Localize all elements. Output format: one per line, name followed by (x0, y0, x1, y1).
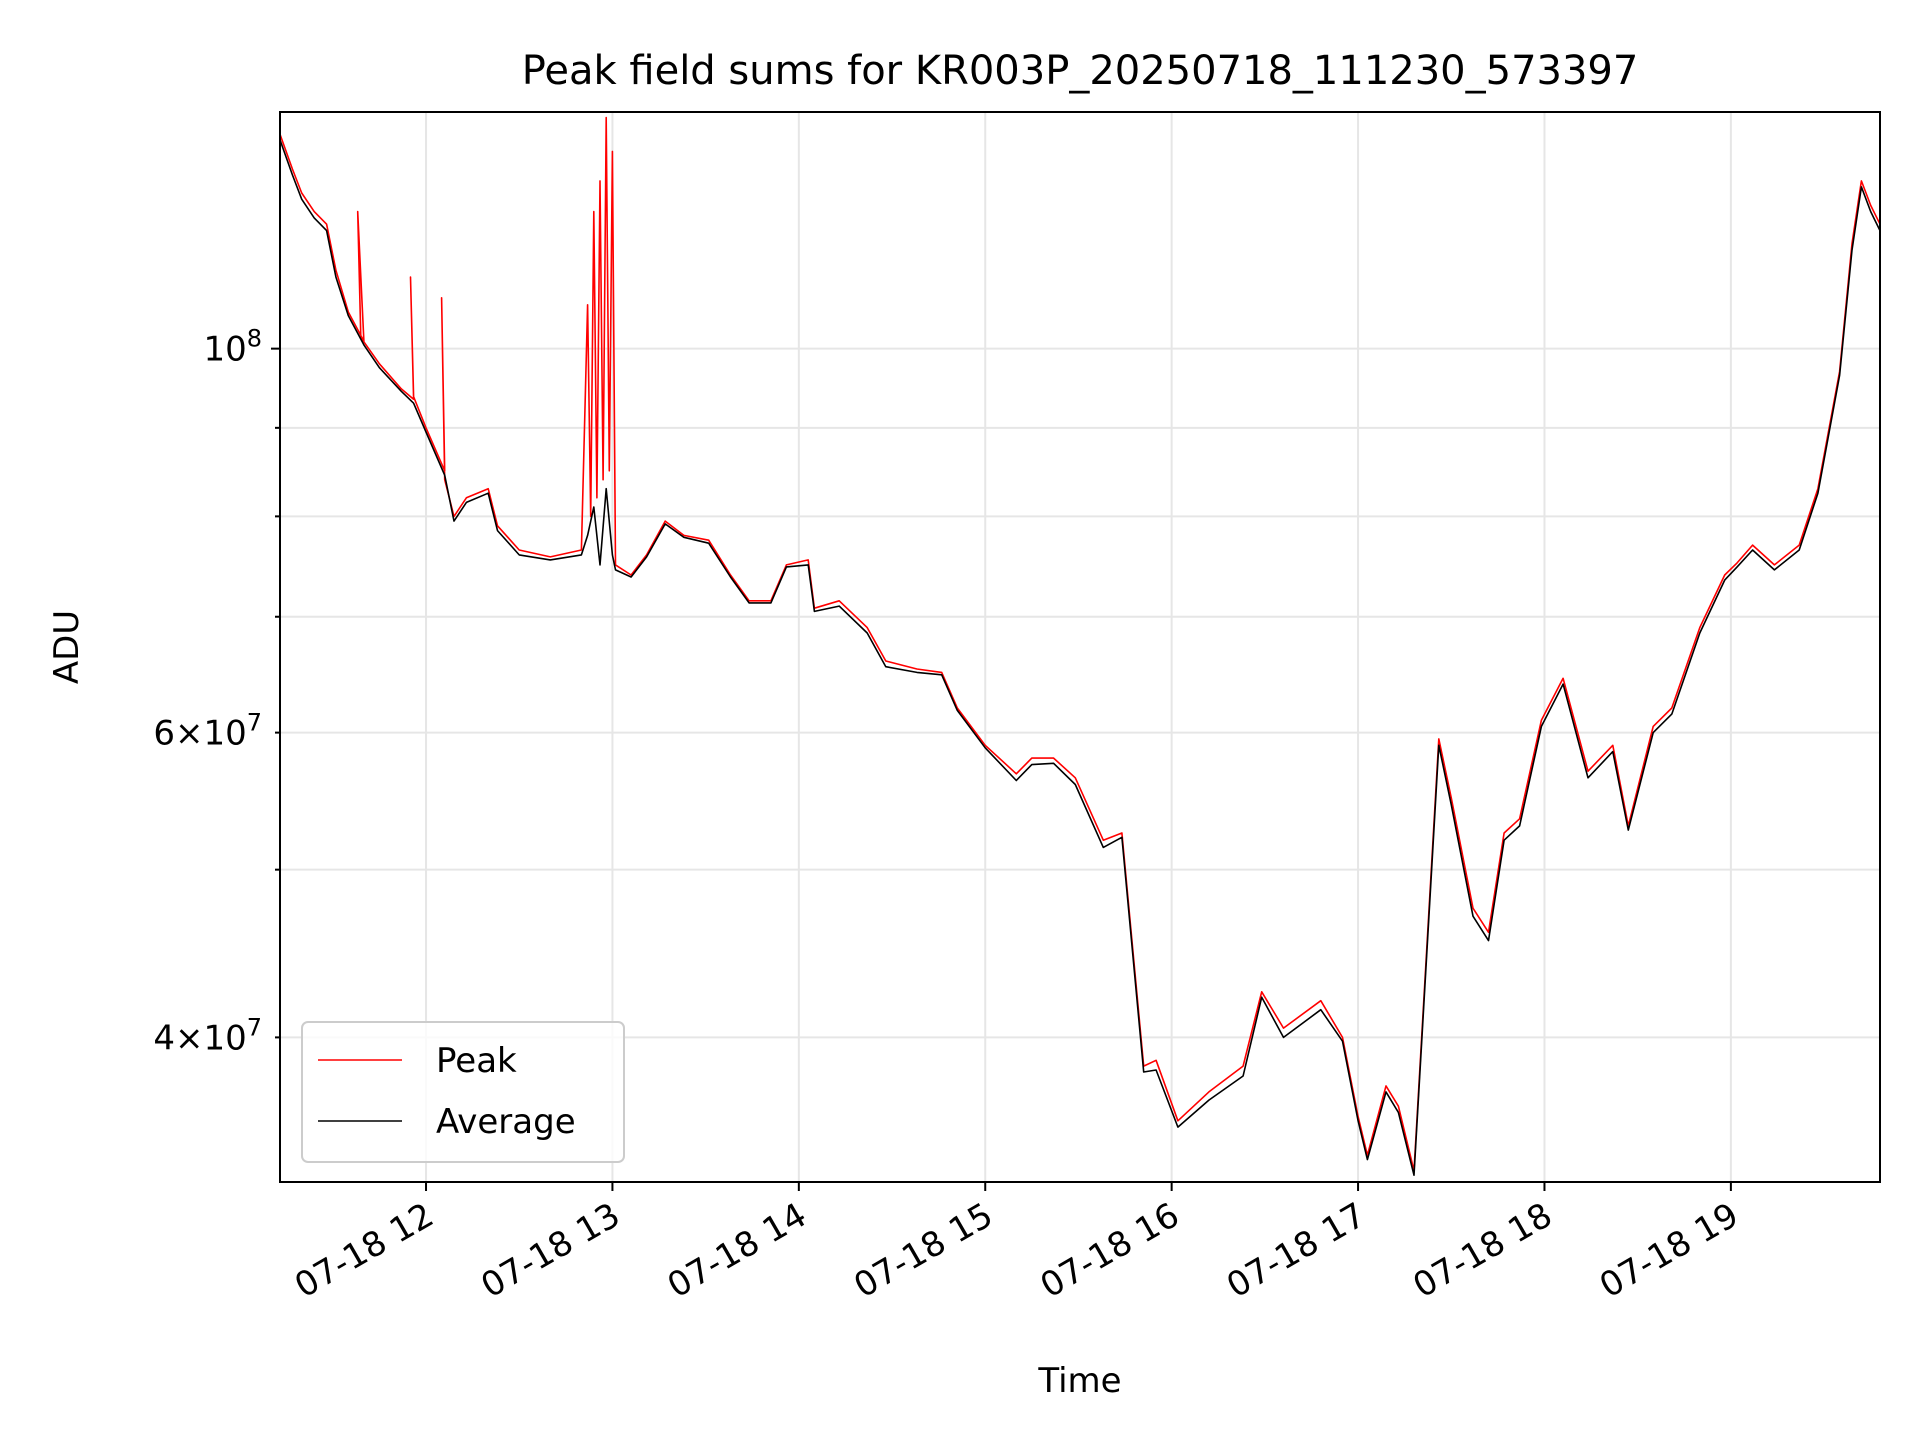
grid-lines (280, 112, 1880, 1182)
x-axis-label: Time (1037, 1361, 1121, 1401)
chart-title: Peak field sums for KR003P_20250718_1112… (522, 48, 1639, 94)
legend-box (301, 1021, 625, 1163)
legend-label-average: Average (436, 1102, 576, 1142)
series-line-peak (279, 116, 1881, 1172)
plot-area-frame (279, 111, 1881, 1183)
legend-label-peak: Peak (436, 1041, 517, 1081)
y-tick-label: 4×107 (153, 1013, 262, 1058)
y-axis-label: ADU (47, 610, 87, 684)
series-lines (279, 116, 1881, 1176)
y-tick-label: 6×107 (153, 709, 262, 754)
series-line-average (279, 139, 1881, 1176)
legend: Peak Average (301, 1021, 625, 1163)
y-tick-label: 108 (203, 325, 262, 370)
